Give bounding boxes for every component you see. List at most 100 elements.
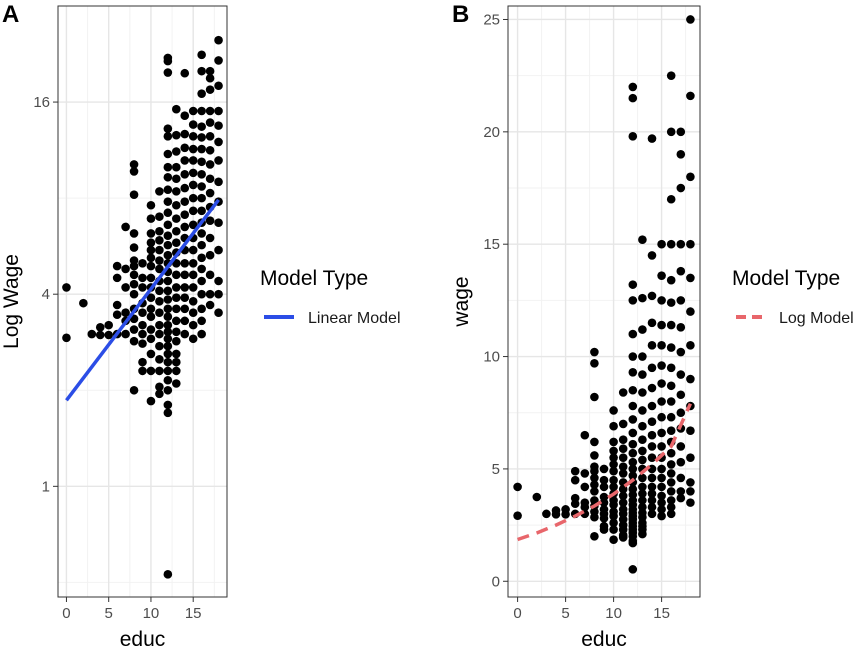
panel-b-point: [666, 239, 676, 249]
panel-a-point: [205, 270, 215, 280]
panel-a-point: [163, 286, 173, 296]
panel-b-point: [657, 464, 666, 474]
panel-a-point: [188, 206, 198, 216]
panel-b-y-tick-label: 10: [483, 349, 500, 366]
panel-a-point: [129, 336, 139, 346]
panel-b-x-tick-label: 15: [653, 605, 670, 622]
panel-b-point: [618, 388, 628, 397]
panel-b-point: [666, 127, 676, 137]
panel-b-point: [618, 491, 628, 501]
panel-a-point: [129, 229, 139, 238]
panel-b-point: [609, 446, 618, 456]
panel-a-point: [205, 73, 215, 83]
panel-b-point: [580, 469, 590, 478]
panel-a-point: [197, 106, 206, 116]
panel-a-point: [172, 104, 181, 114]
panel-a-point: [188, 131, 198, 141]
panel-a-point: [146, 312, 156, 322]
panel-a-point: [188, 120, 198, 129]
panel-a-point: [155, 245, 164, 255]
panel-b-y-tick-label: 5: [492, 461, 500, 478]
panel-a-point: [163, 334, 173, 344]
panel-a-y-tick-label: 16: [33, 94, 50, 111]
panel-a-point: [155, 329, 164, 339]
panel-a-point: [163, 570, 173, 579]
panel-a-point: [163, 68, 173, 77]
panel-a-point: [163, 276, 173, 286]
panel-b-point: [638, 496, 647, 505]
panel-b-y-tick-label: 20: [483, 124, 500, 141]
panel-b-point: [590, 512, 599, 522]
panel-b-point: [686, 172, 695, 182]
panel-b-x-ticks: 0 5 10 15: [513, 597, 670, 622]
panel-a-point: [146, 349, 156, 359]
panel-b-point: [676, 457, 686, 467]
panel-b-x-tick-label: 10: [605, 605, 622, 622]
panel-b-point: [599, 464, 609, 474]
panel-a-point: [155, 286, 164, 296]
panel-b-point: [580, 498, 590, 507]
panel-b-point: [676, 408, 686, 418]
panel-b-point: [666, 502, 676, 512]
panel-a-point: [188, 106, 198, 116]
panel-a-point: [163, 357, 173, 367]
panel-b-point: [676, 493, 686, 503]
panel-a-point: [172, 147, 181, 156]
panel-a: A 0 5 10 15 1 4 16 educ Log Wage Model Type L…: [0, 1, 401, 649]
panel-b-point: [618, 498, 628, 507]
panel-b-point: [647, 453, 657, 462]
panel-a-point: [197, 229, 206, 238]
panel-b-point: [666, 363, 676, 373]
panel-b-point: [618, 419, 628, 429]
panel-a-point: [146, 304, 156, 314]
panel-a-point: [129, 167, 139, 176]
panel-a-point: [188, 308, 198, 318]
panel-a-point: [163, 408, 173, 418]
panel-a-point: [180, 156, 190, 165]
panel-b-point: [609, 406, 618, 415]
panel-a-point: [205, 300, 215, 310]
panel-a-x-tick-label: 0: [62, 605, 70, 622]
panel-a-point: [197, 89, 206, 98]
panel-b-point: [657, 498, 666, 507]
panel-b-point: [657, 505, 666, 514]
panel-b-point: [666, 343, 676, 352]
panel-b-point: [657, 361, 666, 370]
panel-b-point: [580, 482, 590, 492]
panel-a-point: [188, 156, 198, 165]
panel-b-point: [590, 473, 599, 483]
panel-a-point: [163, 220, 173, 230]
panel-a-point: [205, 145, 215, 155]
panel-a-point: [214, 106, 223, 116]
panel-b-point: [657, 482, 666, 492]
panel-a-point: [138, 273, 147, 283]
panel-b-point: [657, 473, 666, 483]
panel-a-point: [197, 253, 206, 263]
panel-b-point: [542, 509, 551, 519]
panel-b-point: [657, 511, 666, 521]
panel-b-point: [618, 469, 628, 478]
panel-b-point: [609, 500, 618, 510]
panel-b-point: [657, 271, 666, 280]
panel-b: B 0 5 10 15 0 5 10 15 20 25 educ wage Model Type…: [450, 1, 854, 649]
panel-a-point: [197, 193, 206, 203]
panel-a-point: [121, 329, 130, 339]
panel-b-y-ticks: 0 5 10 15 20 25: [483, 11, 508, 590]
panel-b-point: [647, 502, 657, 512]
panel-a-point: [214, 308, 223, 318]
panel-a-point: [121, 283, 130, 292]
panel-a-point: [163, 295, 173, 304]
panel-b-point: [657, 379, 666, 388]
panel-a-point: [163, 304, 173, 314]
panel-a-point: [155, 389, 164, 399]
panel-b-point: [647, 473, 657, 483]
panel-b-point: [599, 525, 609, 534]
panel-a-point: [172, 226, 181, 236]
panel-b-point: [628, 82, 638, 92]
panel-b-point: [609, 525, 618, 534]
panel-b-point: [628, 415, 638, 424]
panel-b-point: [666, 469, 676, 478]
panel-a-point: [172, 316, 181, 326]
panel-a-point: [146, 325, 156, 334]
